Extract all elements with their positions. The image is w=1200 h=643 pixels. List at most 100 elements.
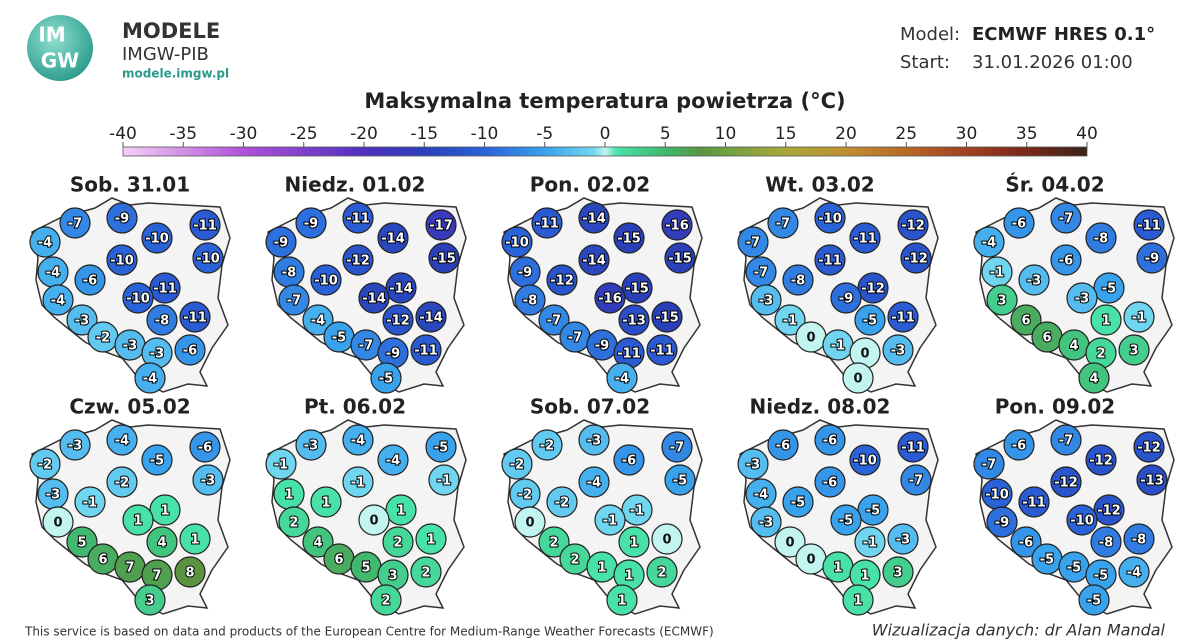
station-value: -7 [359,339,373,354]
station-marker [849,222,881,254]
station-value: -14 [582,212,606,227]
station-value: -6 [1012,217,1026,232]
title: Maksymalna temperatura powietrza (°C) [364,89,845,113]
station-marker [265,226,297,258]
station-value: -15 [617,232,641,247]
map-panel: Śr. 04.02-6 -7 -11-4 -8-9-6-1-3-5-336 1 -1642… [973,173,1175,394]
station-value: -9 [1145,252,1159,267]
station-value: -7 [909,474,923,489]
station-marker [342,202,374,234]
station-marker [1118,334,1150,366]
map-panel: Sob. 31.01-7 -9 -11-4 -10-10-10-4-6-11-10-4… [29,173,231,394]
station-marker [134,584,166,616]
station-value: -4 [386,454,400,469]
station-value: 2 [289,516,298,531]
map-title: Niedz. 01.02 [285,173,426,197]
station-marker [857,272,889,304]
model-label: Model: [900,24,960,45]
logo: IM GW [27,15,93,81]
station-marker [1050,202,1082,234]
station-marker [377,444,409,476]
station-value: -2 [96,331,110,346]
station-value: -5 [673,474,687,489]
station-value: -1 [831,339,845,354]
map-panel: Niedz. 01.02-9 -11 -17-9 -14-15-12-8-10-14-… [265,173,467,394]
station-marker [621,494,653,526]
station-value: -6 [1012,439,1026,454]
station-value: -13 [1140,474,1164,489]
station-value: 2 [570,553,579,568]
station-value: -3 [1027,274,1041,289]
station-marker [594,282,626,314]
station-value: -3 [304,439,318,454]
station-marker [661,431,693,463]
station-marker [174,556,206,588]
station-marker [146,304,178,336]
station-value: 1 [426,533,435,548]
org: IMGW-PIB [122,44,209,65]
station-marker [651,301,683,333]
station-value: 2 [1096,347,1105,362]
station-value: -6 [776,439,790,454]
station-marker [425,431,457,463]
station-marker [1018,264,1050,296]
station-marker [578,202,610,234]
station-value: -2 [518,488,532,503]
station-marker [1090,526,1122,558]
station-value: -3 [75,314,89,329]
station-marker [29,226,61,258]
station-value: 0 [806,331,815,346]
station-value: -5 [839,514,853,529]
station-marker [782,486,814,518]
station-marker [342,424,374,456]
station-marker [74,486,106,518]
colorbar-tick-label: -5 [536,124,553,144]
station-value: 0 [369,514,378,529]
station-marker [501,226,533,258]
station-value: -10 [505,236,529,251]
station-value: -5 [332,331,346,346]
station-marker [842,584,874,616]
station-marker [106,424,138,456]
station-marker [382,304,414,336]
station-marker [302,304,334,336]
station-marker [814,244,846,276]
station-marker [1003,207,1035,239]
colorbar-tick-label: -25 [290,124,318,144]
station-value: -3 [891,344,905,359]
station-marker [141,444,173,476]
station-marker [1123,523,1155,555]
station-value: -8 [155,314,169,329]
station-value: -1 [990,266,1004,281]
station-marker [854,526,886,558]
station-marker [59,207,91,239]
station-value: -10 [126,292,150,307]
station-marker [1093,272,1125,304]
station-value: -5 [1040,553,1054,568]
station-value: 5 [361,561,370,576]
map-panel: Wt. 03.02-7 -10 -12-7 -11-12-11-7-8-12-9-3-… [737,173,939,394]
station-marker [122,504,154,536]
map-panel: Niedz. 08.02-6 -6 -11-3 -10-7-6-4-5-5-5-30-… [737,395,939,616]
station-value: -15 [655,311,679,326]
station-value: -4 [982,236,996,251]
url[interactable]: modele.imgw.pl [122,67,229,81]
station-marker [531,207,563,239]
station-value: -9 [518,266,532,281]
station-value: -12 [386,314,410,329]
station-value: -3 [759,516,773,531]
station-value: 7 [125,561,134,576]
station-value: -11 [1022,496,1046,511]
station-value: -4 [115,434,129,449]
station-marker [189,431,221,463]
station-value: -16 [598,292,622,307]
station-marker [973,448,1005,480]
station-marker [514,284,546,316]
station-value: -9 [386,347,400,362]
station-marker [1003,429,1035,461]
station-marker [842,362,874,394]
station-value: -6 [622,454,636,469]
station-marker [767,207,799,239]
